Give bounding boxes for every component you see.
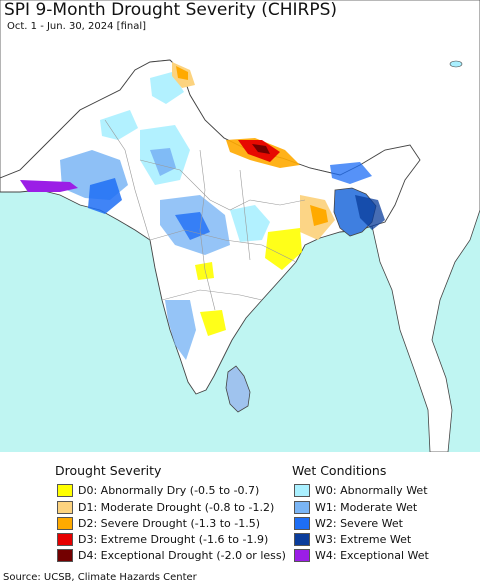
small-island	[449, 60, 463, 68]
legend-item-w2: W2: Severe Wet	[294, 516, 403, 531]
legend-label-w3: W3: Extreme Wet	[315, 533, 412, 546]
legend-item-d4: D4: Exceptional Drought (-2.0 or less)	[57, 548, 286, 563]
legend-item-w1: W1: Moderate Wet	[294, 500, 417, 515]
swatch-w0	[294, 484, 310, 497]
legend-item-d3: D3: Extreme Drought (-1.6 to -1.9)	[57, 532, 268, 547]
legend-item-d2: D2: Severe Drought (-1.3 to -1.5)	[57, 516, 260, 531]
legend-item-w0: W0: Abnormally Wet	[294, 483, 428, 498]
swatch-w3	[294, 533, 310, 546]
drought-map	[0, 0, 480, 452]
swatch-w4	[294, 549, 310, 562]
page-title: SPI 9-Month Drought Severity (CHIRPS)	[4, 0, 338, 20]
swatch-d0	[57, 484, 73, 497]
swatch-w2	[294, 517, 310, 530]
swatch-d4	[57, 549, 73, 562]
legend-label-d4: D4: Exceptional Drought (-2.0 or less)	[78, 549, 286, 562]
source-credit: Source: UCSB, Climate Hazards Center	[3, 572, 197, 583]
legend-label-d1: D1: Moderate Drought (-0.8 to -1.2)	[78, 501, 275, 514]
dry-areas	[172, 62, 335, 336]
legend-item-d1: D1: Moderate Drought (-0.8 to -1.2)	[57, 500, 274, 515]
legend-label-d0: D0: Abnormally Dry (-0.5 to -0.7)	[78, 484, 260, 497]
drought-legend-title: Drought Severity	[55, 463, 162, 478]
swatch-d3	[57, 533, 73, 546]
legend-label-d2: D2: Severe Drought (-1.3 to -1.5)	[78, 517, 261, 530]
legend-item-w3: W3: Extreme Wet	[294, 532, 411, 547]
legend-label-w1: W1: Moderate Wet	[315, 501, 418, 514]
swatch-d2	[57, 517, 73, 530]
legend-label-w0: W0: Abnormally Wet	[315, 484, 428, 497]
legend-label-w2: W2: Severe Wet	[315, 517, 403, 530]
exceptional-wet-coast	[20, 180, 78, 192]
swatch-w1	[294, 501, 310, 514]
swatch-d1	[57, 501, 73, 514]
wet-legend-title: Wet Conditions	[292, 463, 387, 478]
legend-label-w4: W4: Exceptional Wet	[315, 549, 429, 562]
sri-lanka	[225, 365, 251, 413]
date-range-subtitle: Oct. 1 - Jun. 30, 2024 [final]	[7, 21, 147, 32]
state-borders	[104, 119, 306, 311]
legend-item-w4: W4: Exceptional Wet	[294, 548, 429, 563]
legend-item-d0: D0: Abnormally Dry (-0.5 to -0.7)	[57, 483, 259, 498]
legend-label-d3: D3: Extreme Drought (-1.6 to -1.9)	[78, 533, 269, 546]
